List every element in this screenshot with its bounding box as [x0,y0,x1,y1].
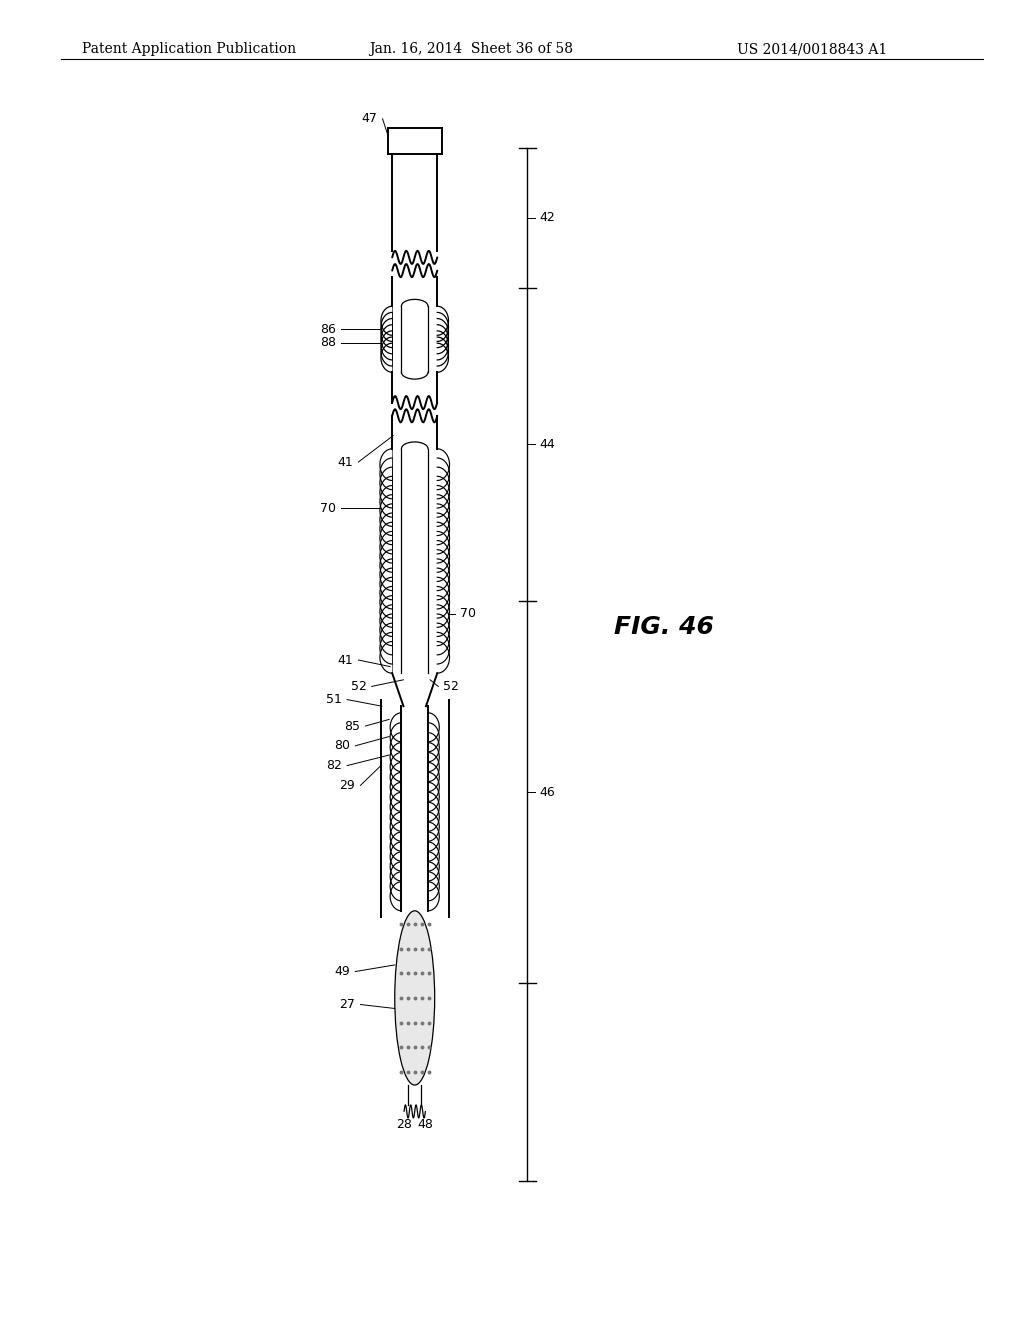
Text: 44: 44 [540,438,555,450]
Text: 85: 85 [344,719,360,733]
Text: 28: 28 [396,1118,412,1131]
Text: 46: 46 [540,785,555,799]
Text: 41: 41 [338,653,353,667]
Text: 48: 48 [418,1118,433,1131]
Text: Jan. 16, 2014  Sheet 36 of 58: Jan. 16, 2014 Sheet 36 of 58 [369,42,572,57]
Text: 70: 70 [319,502,336,515]
Text: 82: 82 [326,759,342,772]
Text: 80: 80 [334,739,350,752]
Text: Patent Application Publication: Patent Application Publication [82,42,296,57]
Text: 88: 88 [319,337,336,348]
Text: 41: 41 [338,455,353,469]
Text: 27: 27 [339,998,355,1011]
Text: FIG. 46: FIG. 46 [614,615,715,639]
Text: 51: 51 [326,693,342,706]
Text: 86: 86 [319,323,336,335]
Text: 52: 52 [443,680,460,693]
Text: 70: 70 [460,607,476,620]
Text: US 2014/0018843 A1: US 2014/0018843 A1 [737,42,888,57]
Text: 52: 52 [350,680,367,693]
Text: 49: 49 [335,965,350,978]
Ellipse shape [394,911,435,1085]
Text: 29: 29 [340,779,355,792]
Text: 42: 42 [540,211,555,224]
Text: 47: 47 [361,112,378,125]
